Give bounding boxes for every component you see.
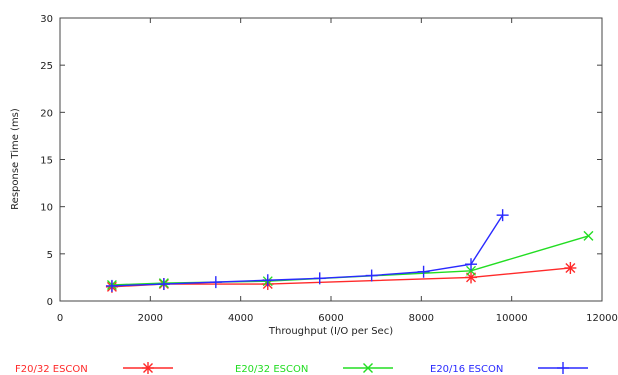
data-point xyxy=(465,271,478,284)
data-point xyxy=(261,274,274,287)
y-tick-label: 5 xyxy=(47,250,53,261)
series-layer xyxy=(105,209,594,293)
x-tick-label: 10000 xyxy=(496,313,528,324)
data-point xyxy=(466,265,477,276)
plot-area xyxy=(59,17,603,302)
x-axis-title: Throughput (I/O per Sec) xyxy=(268,326,393,337)
data-point xyxy=(142,362,154,374)
legend-label: E20/16 ESCON xyxy=(430,364,503,375)
data-point xyxy=(363,363,373,373)
legend: F20/32 ESCON E20/32 ESCON E20/16 ESCON xyxy=(15,362,588,375)
data-point xyxy=(209,276,222,289)
data-point xyxy=(564,261,577,274)
x-tick-label: 4000 xyxy=(228,313,253,324)
y-tick-label: 15 xyxy=(40,156,53,167)
data-point xyxy=(417,265,430,278)
y-tick-label: 0 xyxy=(47,297,53,308)
data-point xyxy=(313,272,326,285)
x-tick-label: 2000 xyxy=(138,313,163,324)
legend-item: E20/16 ESCON xyxy=(430,362,588,375)
x-tick-label: 12000 xyxy=(586,313,618,324)
axis-ticks: 0 2000 4000 6000 8000 10000 12000 0 5 10 15 20 25 30 xyxy=(40,14,618,324)
y-tick-label: 10 xyxy=(40,203,53,214)
x-tick-label: 8000 xyxy=(409,313,434,324)
legend-item: E20/32 ESCON xyxy=(235,363,393,375)
y-axis-title: Response Time (ms) xyxy=(10,108,21,210)
legend-label: E20/32 ESCON xyxy=(235,364,308,375)
series-line xyxy=(111,214,504,287)
data-point xyxy=(496,209,509,222)
y-tick-label: 20 xyxy=(40,108,53,119)
y-tick-label: 25 xyxy=(40,61,53,72)
x-tick-label: 6000 xyxy=(318,313,343,324)
data-point xyxy=(157,278,170,291)
x-tick-label: 0 xyxy=(57,313,63,324)
data-point xyxy=(465,258,478,271)
legend-label: F20/32 ESCON xyxy=(15,364,88,375)
data-point xyxy=(365,269,378,282)
data-point xyxy=(583,230,594,241)
y-tick-label: 30 xyxy=(40,14,53,25)
legend-item: F20/32 ESCON xyxy=(15,362,173,375)
data-point xyxy=(557,362,569,374)
series-e20-16-escon xyxy=(105,209,509,292)
series-line xyxy=(111,235,589,286)
data-point xyxy=(105,279,118,292)
